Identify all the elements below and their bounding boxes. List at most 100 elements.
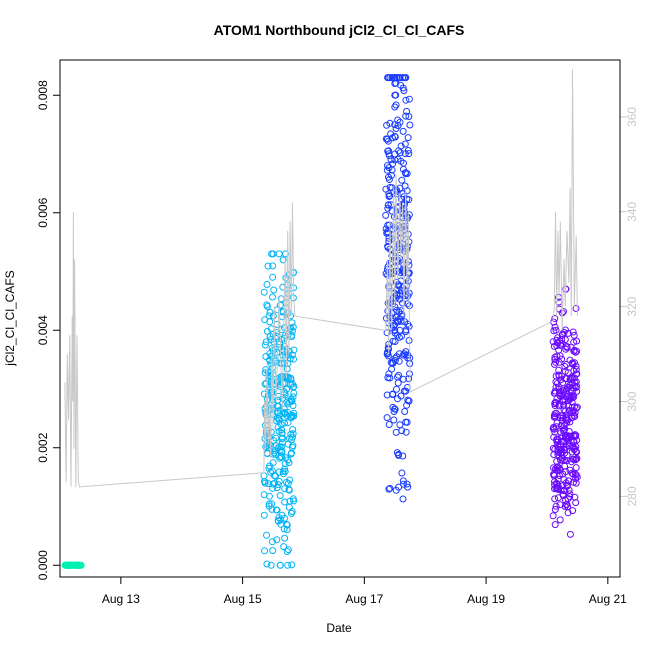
data-point — [392, 428, 400, 436]
data-point — [269, 480, 277, 488]
data-point — [402, 348, 410, 356]
chart-title: ATOM1 Northbound jCl2_Cl_Cl_CAFS — [214, 22, 465, 38]
data-point — [563, 343, 571, 350]
data-point — [564, 503, 572, 511]
data-point — [274, 409, 282, 417]
data-point — [394, 379, 402, 387]
data-point — [551, 495, 559, 503]
data-point — [391, 327, 399, 335]
data-point — [570, 331, 578, 339]
y-axis-label: jCl2_Cl_Cl_CAFS — [3, 270, 17, 366]
data-point — [567, 432, 575, 440]
data-point — [564, 369, 572, 377]
data-point — [401, 150, 409, 158]
data-point — [261, 547, 269, 555]
series-line — [64, 69, 578, 488]
data-point — [289, 426, 297, 434]
data-point — [391, 121, 399, 129]
data-point — [551, 323, 559, 331]
data-point — [275, 514, 283, 522]
data-point — [572, 432, 580, 440]
data-point — [564, 495, 572, 503]
data-point — [385, 485, 393, 493]
data-point — [382, 211, 390, 219]
data-point — [551, 353, 559, 361]
data-point — [390, 323, 398, 331]
data-point — [263, 531, 270, 539]
data-point — [551, 521, 559, 529]
data-point — [284, 419, 292, 427]
data-point — [275, 250, 283, 258]
data-point — [569, 455, 577, 463]
data-point — [557, 443, 565, 451]
data-point — [269, 312, 277, 320]
data-point — [549, 512, 557, 520]
data-point — [273, 506, 281, 514]
data-point — [383, 166, 391, 174]
data-point — [395, 147, 403, 155]
data-point — [270, 286, 278, 294]
data-point — [555, 383, 563, 391]
data-point — [398, 469, 406, 477]
data-point — [269, 250, 277, 258]
data-point — [405, 397, 413, 405]
x-tick-label: Aug 19 — [467, 592, 505, 606]
data-point — [561, 336, 569, 344]
data-point — [265, 440, 273, 448]
data-point — [391, 405, 399, 413]
data-point — [557, 486, 565, 494]
y-tick-label: 0.004 — [36, 315, 50, 345]
data-point — [289, 495, 297, 503]
data-point — [403, 195, 411, 203]
data-point — [280, 409, 288, 416]
data-point — [404, 134, 412, 142]
data-point — [391, 80, 399, 87]
data-point — [266, 356, 274, 364]
data-point — [564, 432, 572, 440]
data-point — [275, 468, 283, 476]
data-point — [567, 394, 575, 402]
data-point — [396, 184, 404, 192]
data-point — [400, 201, 408, 209]
data-point — [572, 378, 580, 386]
data-point — [555, 372, 563, 380]
data-point — [279, 468, 287, 475]
data-point — [272, 434, 280, 442]
data-point — [289, 393, 297, 401]
data-point — [389, 337, 397, 345]
data-point — [266, 308, 274, 316]
data-point — [391, 354, 399, 362]
data-point — [281, 498, 289, 506]
data-point — [285, 503, 293, 511]
data-point — [388, 166, 396, 174]
data-point — [391, 91, 399, 99]
data-point — [393, 385, 400, 393]
data-point — [384, 162, 391, 170]
data-point — [386, 183, 394, 191]
data-point — [269, 293, 276, 301]
data-point — [68, 561, 76, 569]
data-point — [288, 411, 296, 419]
data-point — [573, 436, 581, 444]
data-point — [388, 74, 396, 82]
data-point — [261, 341, 269, 349]
data-point — [559, 391, 567, 399]
data-point — [551, 360, 558, 368]
data-point — [569, 328, 577, 336]
data-point — [393, 74, 401, 82]
data-point — [565, 477, 573, 485]
data-point — [566, 493, 574, 501]
x-tick-label: Aug 13 — [102, 592, 140, 606]
data-point — [278, 438, 286, 446]
data-point — [260, 288, 268, 296]
data-point — [565, 486, 573, 494]
data-point — [265, 500, 273, 508]
data-point — [405, 95, 413, 103]
data-point — [276, 492, 284, 500]
axis-layer: 0.000 0.002 0.004 0.006 0.008 Aug 13 Aug 15 Aug… — [36, 80, 639, 606]
data-point — [276, 454, 284, 462]
data-point — [572, 362, 580, 370]
data-point — [272, 472, 279, 480]
data-point — [405, 150, 413, 158]
data-point — [384, 221, 392, 229]
